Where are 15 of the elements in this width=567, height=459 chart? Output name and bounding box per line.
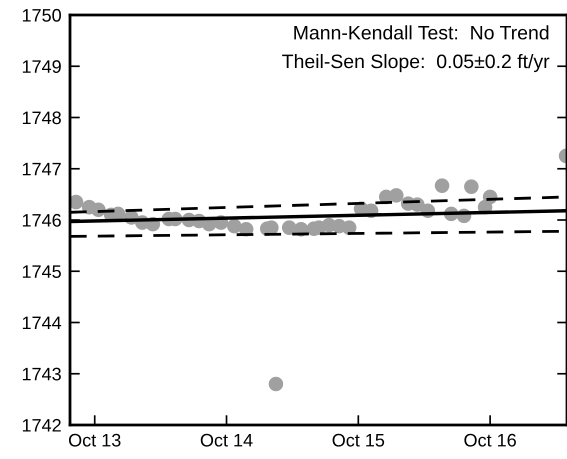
x-tick-label: Oct 14 bbox=[200, 434, 253, 447]
annotation: Mann-Kendall Test: No Trend bbox=[294, 25, 548, 40]
y-tick-label: 1747 bbox=[22, 162, 61, 176]
y-tick-label: 1745 bbox=[22, 265, 61, 278]
y-tick-label: 1750 bbox=[22, 8, 61, 22]
y-tick-label: 1743 bbox=[22, 368, 61, 380]
annotation: Theil-Sen Slope: 0.05±0.2 ft/yr bbox=[282, 54, 550, 72]
y-tick-label: 1744 bbox=[22, 316, 62, 330]
y-tick-label: 1746 bbox=[22, 214, 61, 227]
y-tick-label: 1748 bbox=[22, 111, 61, 124]
x-tick-label: Oct 13 bbox=[68, 434, 121, 447]
x-tick-label: Oct 15 bbox=[332, 434, 384, 447]
y-tick-label: 1742 bbox=[22, 418, 61, 432]
y-tick-label: 1749 bbox=[22, 60, 61, 73]
x-tick-label: Oct 16 bbox=[464, 434, 516, 447]
